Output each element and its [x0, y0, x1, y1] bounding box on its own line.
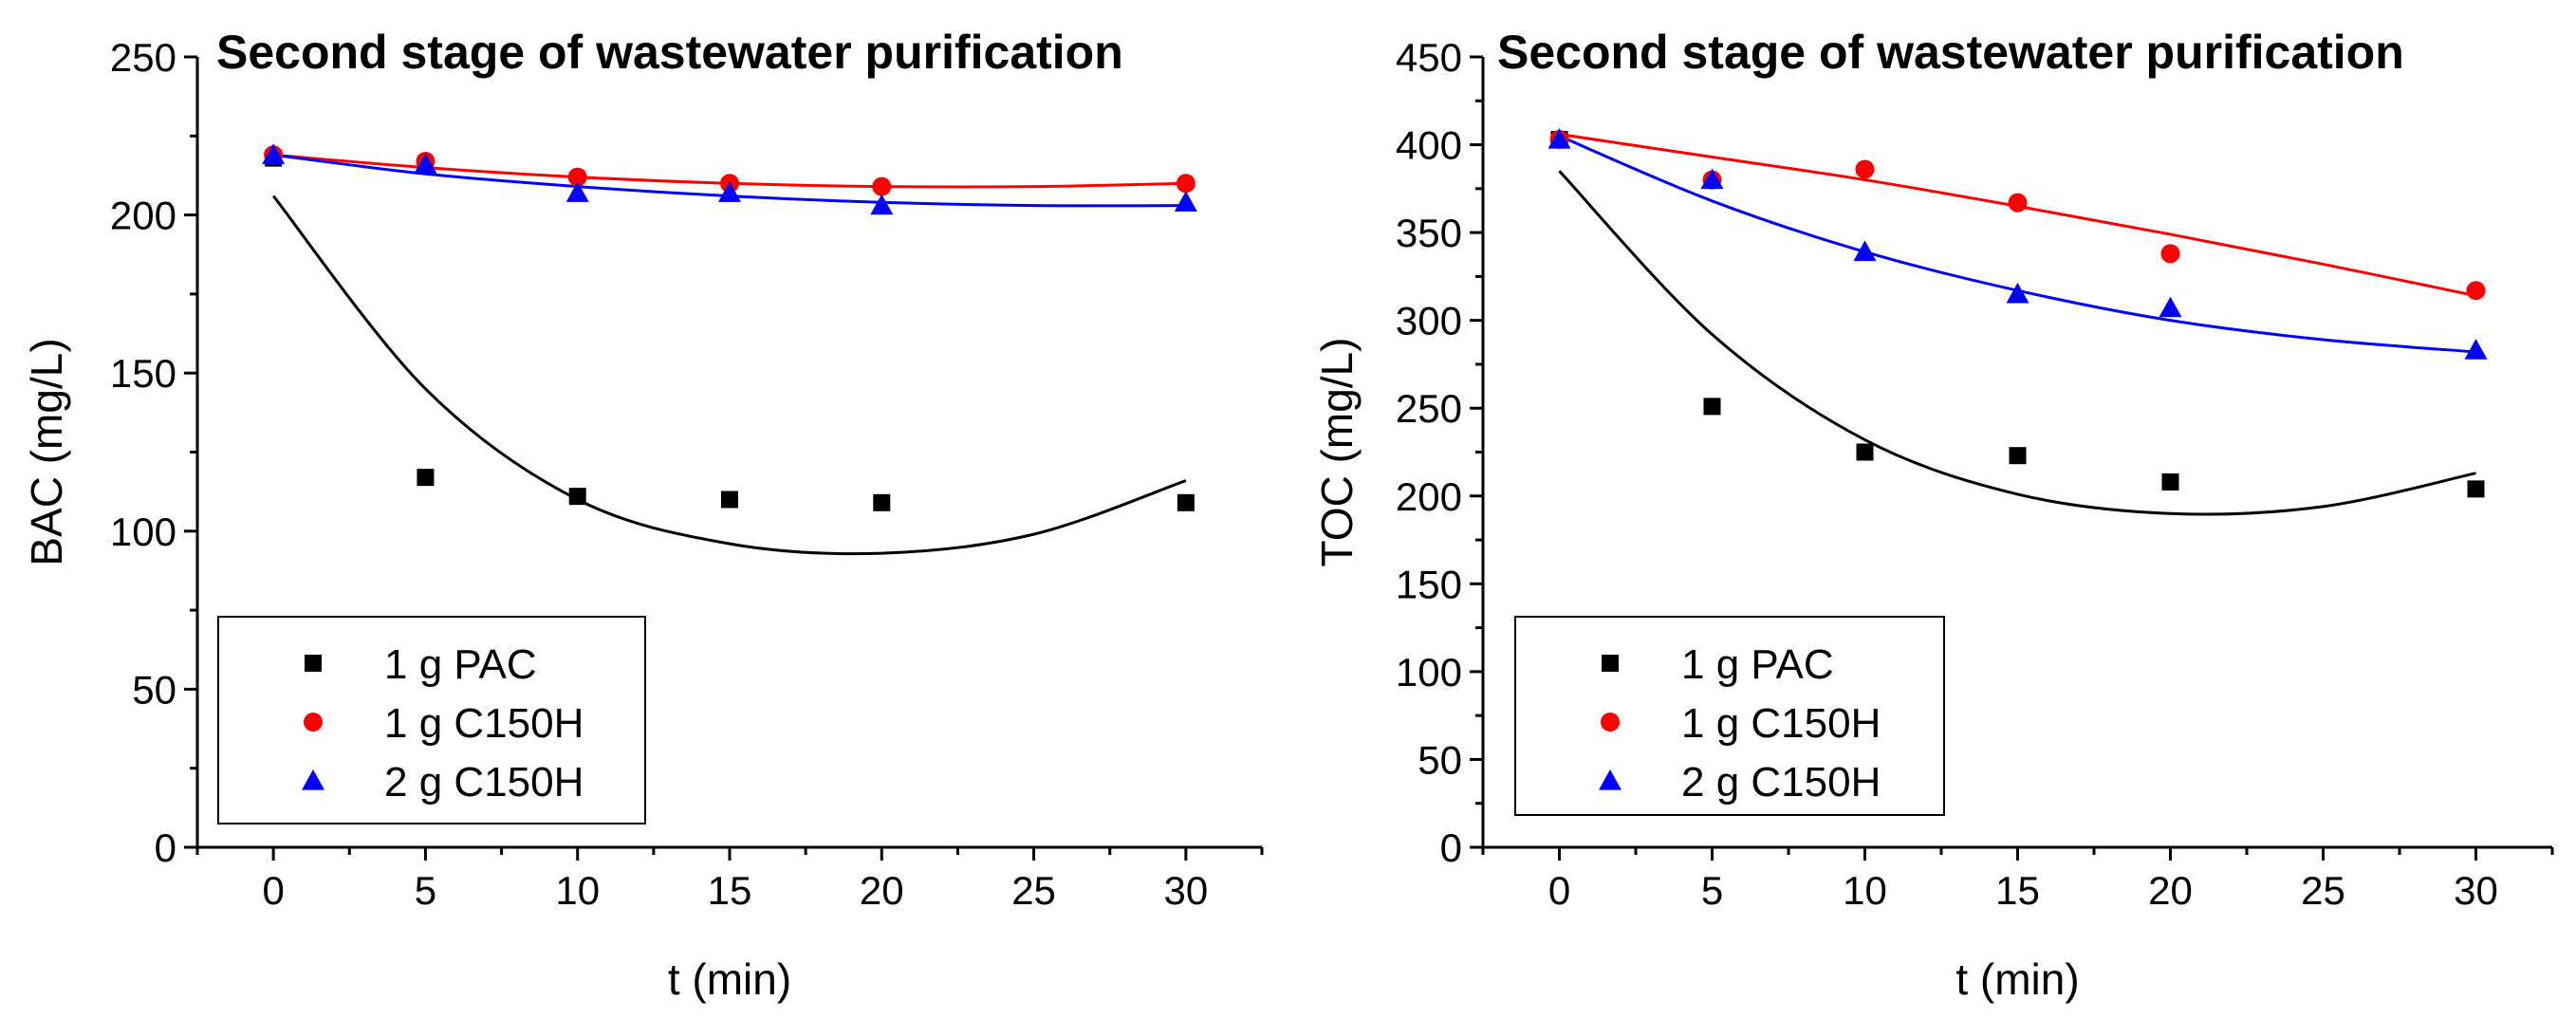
legend-marker — [1602, 655, 1619, 672]
data-point — [2006, 282, 2029, 304]
legend-entry: 1 g C150H — [384, 700, 584, 747]
data-point — [1176, 174, 1195, 194]
fit-line-1-g-pac — [1558, 170, 2476, 516]
x-tick-label: 5 — [415, 868, 436, 913]
legend-marker — [1601, 713, 1620, 732]
y-tick-label: 350 — [1396, 211, 1462, 255]
data-point — [1703, 398, 1721, 416]
y-axis-label: TOC (mg/L) — [1312, 338, 1362, 567]
data-point — [718, 181, 741, 202]
legend-marker — [1599, 769, 1622, 790]
y-tick-label: 250 — [1396, 386, 1462, 431]
data-point — [721, 491, 738, 509]
y-tick-label: 100 — [1396, 650, 1462, 695]
y-tick-label: 250 — [110, 35, 176, 80]
y-tick-label: 0 — [155, 825, 176, 870]
x-tick-label: 20 — [860, 868, 904, 913]
x-tick-label: 0 — [262, 868, 284, 913]
y-axis-label: BAC (mg/L) — [22, 338, 71, 565]
data-point — [262, 143, 286, 164]
data-point — [417, 469, 435, 487]
data-point — [2160, 244, 2180, 264]
legend-marker — [302, 769, 324, 790]
y-tick-label: 200 — [1396, 474, 1462, 519]
data-point — [2008, 193, 2028, 213]
x-tick-label: 10 — [1843, 868, 1887, 913]
data-point — [1174, 191, 1197, 212]
data-point — [567, 167, 587, 187]
legend-entry: 1 g PAC — [1681, 641, 1834, 688]
legend-box — [217, 616, 646, 824]
data-point — [2009, 447, 2027, 465]
data-point — [873, 493, 891, 511]
fit-line-1-g-pac — [271, 195, 1187, 556]
legend-entry: 1 g PAC — [384, 641, 537, 688]
data-point — [1856, 443, 1874, 461]
y-tick-label: 150 — [1396, 562, 1462, 606]
data-point — [2466, 281, 2486, 301]
data-point — [1853, 240, 1877, 262]
data-point — [1547, 128, 1571, 149]
fit-line-1-g-c150h — [1559, 132, 2476, 298]
x-tick-label: 15 — [1995, 868, 2040, 913]
y-tick-label: 0 — [1440, 825, 1462, 870]
y-tick-label: 400 — [1396, 123, 1462, 168]
chart-title: Second stage of wastewater purification — [216, 26, 1123, 79]
data-point — [1177, 493, 1195, 511]
data-point — [870, 194, 894, 215]
y-tick-label: 50 — [1418, 737, 1462, 782]
x-axis-label: t (min) — [1955, 954, 2079, 1004]
legend-entry: 1 g C150H — [1681, 700, 1881, 747]
legend: 1 g PAC 1 g C150H 2 g C150H — [1514, 616, 1945, 816]
y-tick-label: 150 — [110, 351, 176, 396]
x-tick-label: 15 — [708, 868, 752, 913]
chart-title: Second stage of wastewater purification — [1497, 26, 2404, 79]
data-point — [1855, 159, 1875, 179]
y-tick-label: 100 — [110, 510, 176, 554]
legend-marker — [304, 713, 323, 732]
data-point — [872, 176, 892, 196]
legend-entry: 2 g C150H — [384, 759, 584, 806]
x-axis-label: t (min) — [668, 954, 791, 1004]
legend-box — [1514, 616, 1945, 816]
x-tick-label: 30 — [1163, 868, 1208, 913]
data-point — [2464, 339, 2488, 360]
x-tick-label: 25 — [1011, 868, 1056, 913]
y-tick-label: 450 — [1396, 35, 1462, 80]
chart-1: 0 5 10 15 20 25 30 0 50 100 150 200 250 t (min) BAC (m… — [22, 26, 1264, 1004]
legend-marker — [305, 655, 322, 672]
x-tick-label: 20 — [2148, 868, 2193, 913]
x-tick-label: 30 — [2454, 868, 2498, 913]
data-point — [565, 181, 589, 202]
data-point — [2467, 480, 2485, 498]
y-tick-label: 50 — [132, 667, 176, 712]
data-point — [2161, 472, 2179, 491]
x-tick-label: 5 — [1701, 868, 1723, 913]
y-tick-label: 300 — [1396, 299, 1462, 343]
data-point — [1700, 168, 1724, 190]
x-tick-label: 10 — [555, 868, 600, 913]
x-tick-label: 0 — [1548, 868, 1570, 913]
legend: 1 g PAC 1 g C150H 2 g C150H — [217, 616, 646, 824]
data-point — [2159, 296, 2182, 318]
y-tick-label: 200 — [110, 194, 176, 238]
chart-2: 0 5 10 15 20 25 30050100150200250300350400450t… — [1312, 26, 2554, 1004]
data-point — [568, 488, 586, 506]
legend-entry: 2 g C150H — [1681, 759, 1881, 806]
x-tick-label: 25 — [2301, 868, 2345, 913]
data-point — [414, 153, 437, 174]
